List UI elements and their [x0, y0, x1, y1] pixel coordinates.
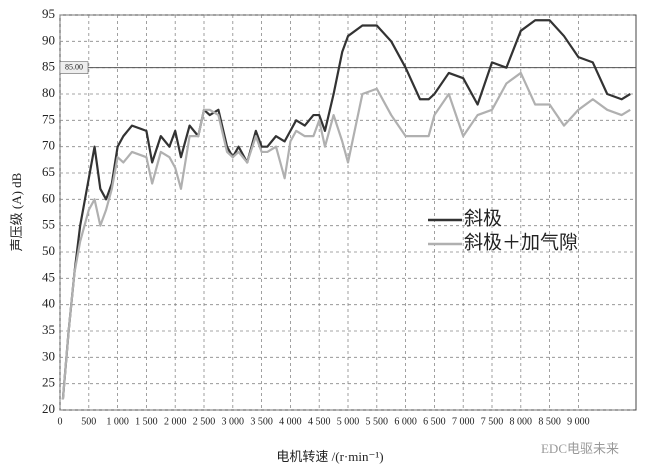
series-line [61, 19, 631, 400]
reference-label: 85.00 [65, 62, 83, 71]
x-tick-label: 5 500 [366, 416, 389, 427]
y-tick-label: 50 [42, 243, 55, 258]
y-tick-label: 95 [42, 6, 55, 21]
reference-label-box [59, 61, 89, 74]
x-tick-label: 3 000 [222, 416, 245, 427]
x-tick-label: 8 500 [538, 416, 561, 427]
x-tick-label: 9 000 [567, 416, 590, 427]
legend-label: 斜极 [464, 207, 502, 229]
x-tick-label: 1 000 [106, 416, 129, 427]
y-axis-label: 声压级 (A) dB [9, 172, 24, 251]
x-tick-label: 4 000 [279, 416, 302, 427]
y-tick-label: 20 [42, 401, 55, 416]
series-line [61, 71, 631, 400]
y-tick-label: 25 [42, 375, 55, 390]
y-tick-label: 35 [42, 322, 55, 337]
y-tick-label: 75 [42, 111, 55, 126]
x-tick-label: 8 000 [510, 416, 533, 427]
x-tick-label: 2 000 [164, 416, 187, 427]
y-tick-label: 65 [42, 164, 55, 179]
y-tick-label: 70 [42, 138, 55, 153]
legend-label: 斜极＋加气隙 [464, 231, 578, 253]
x-tick-label: 2 500 [193, 416, 216, 427]
x-tick-label: 3 500 [250, 416, 273, 427]
x-tick-label: 7 500 [481, 416, 504, 427]
x-tick-label: 4 500 [308, 416, 331, 427]
y-tick-label: 80 [42, 85, 55, 100]
x-tick-label: 6 500 [423, 416, 446, 427]
x-tick-label: 500 [81, 416, 96, 427]
x-axis-label: 电机转速 /(r·min⁻¹) [276, 449, 383, 464]
x-tick-label: 7 000 [452, 416, 475, 427]
x-tick-label: 6 000 [394, 416, 417, 427]
y-tick-label: 45 [42, 269, 55, 284]
x-tick-label: 1 500 [135, 416, 158, 427]
plot-frame [59, 14, 637, 411]
y-tick-label: 40 [42, 296, 55, 311]
y-tick-label: 85 [42, 59, 55, 74]
y-tick-label: 60 [42, 190, 55, 205]
y-tick-label: 90 [42, 32, 55, 47]
y-tick-label: 55 [42, 217, 55, 232]
watermark: EDC电驱未来 [541, 441, 619, 456]
x-tick-label: 0 [58, 416, 63, 427]
x-tick-label: 5 000 [337, 416, 360, 427]
y-tick-label: 30 [42, 348, 55, 363]
